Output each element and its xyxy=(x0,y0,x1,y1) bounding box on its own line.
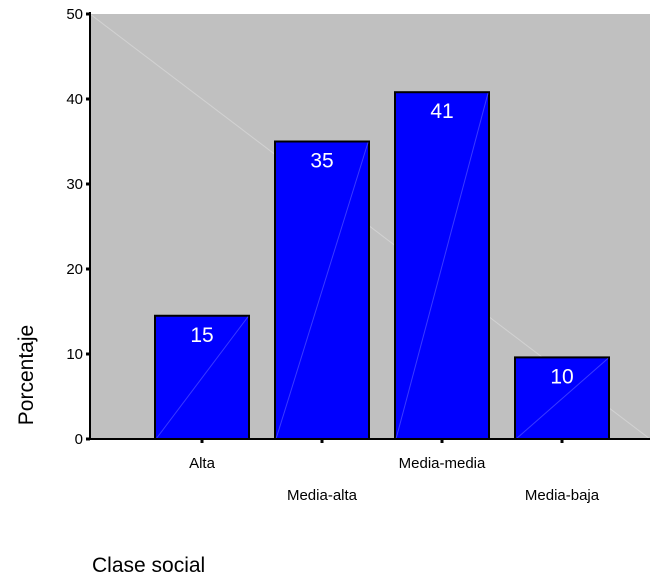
data-label: 10 xyxy=(550,365,573,388)
y-tick-label: 10 xyxy=(66,346,83,363)
data-labels-layer: 15 35 41 10 xyxy=(190,100,573,388)
y-axis-title: Porcentaje xyxy=(15,325,38,425)
x-tick-label: Media-alta xyxy=(287,487,358,504)
y-tick-label: 40 xyxy=(66,91,83,108)
bar-shading xyxy=(515,358,609,440)
y-ticks-layer: 0 10 20 30 40 50 xyxy=(66,6,90,448)
y-tick-label: 30 xyxy=(66,176,83,193)
x-ticks-layer: Alta Media-alta Media-media Media-baja xyxy=(189,439,600,504)
y-tick-label: 20 xyxy=(66,261,83,278)
data-label: 41 xyxy=(430,100,453,123)
data-label: 15 xyxy=(190,324,213,347)
bar-shading xyxy=(395,93,489,440)
y-tick-label: 50 xyxy=(66,6,83,23)
x-tick-label: Media-media xyxy=(399,455,486,472)
x-tick-label: Media-baja xyxy=(525,487,600,504)
y-tick-label: 0 xyxy=(75,431,83,448)
bar-shading xyxy=(155,316,249,440)
bars-layer xyxy=(154,91,610,440)
bar-shading xyxy=(275,142,369,440)
data-label: 35 xyxy=(310,150,333,173)
x-axis-title: Clase social xyxy=(92,554,205,577)
x-tick-label: Alta xyxy=(189,455,216,472)
